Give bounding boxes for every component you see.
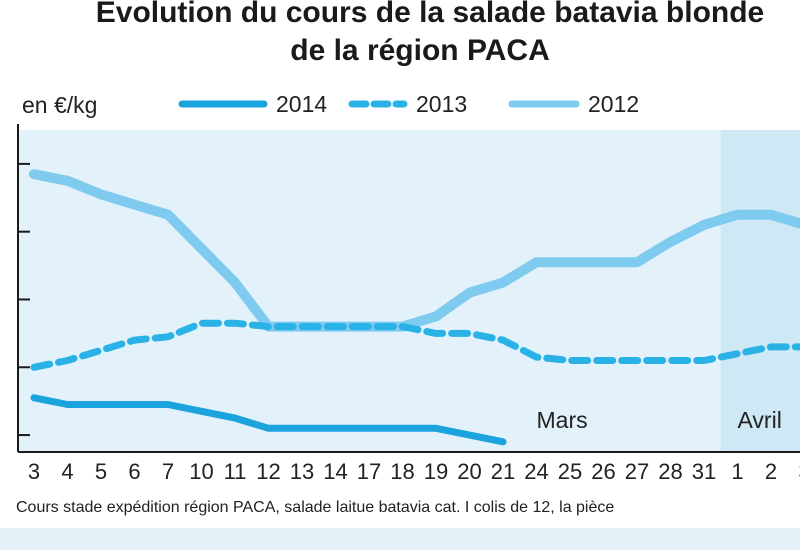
plot-area [18, 130, 800, 452]
month-label: Mars [537, 407, 588, 433]
legend-item-2013: 2013 [348, 90, 467, 118]
source-note: Cours stade expédition région PACA, sala… [16, 499, 615, 516]
x-tick-label: 21 [491, 459, 515, 484]
month-label: Avril [738, 407, 782, 433]
legend-swatch-2013 [348, 100, 408, 108]
legend-swatch-2014 [178, 100, 268, 108]
legend-label-2014: 2014 [276, 90, 328, 117]
x-tick-label: 5 [95, 459, 107, 484]
x-tick-label: 19 [424, 459, 448, 484]
x-tick-label: 18 [390, 459, 414, 484]
legend-item-2012: 2012 [508, 90, 639, 118]
chart-title: Evolution du cours de la salade batavia … [95, 0, 765, 29]
x-tick-label: 26 [591, 459, 615, 484]
x-tick-label: 31 [692, 459, 716, 484]
x-tick-label: 2 [765, 459, 777, 484]
x-tick-label: 10 [189, 459, 213, 484]
x-tick-label: 12 [256, 459, 280, 484]
chart-subtitle: de la région PACA [290, 34, 550, 67]
series-line-2014 [30, 394, 507, 446]
line-chart: 3456710111213141718192021242526272831123… [17, 124, 800, 484]
x-tick-label: 1 [731, 459, 743, 484]
x-tick-label: 20 [457, 459, 481, 484]
x-tick-label: 3 [28, 459, 40, 484]
bottom-band [0, 528, 800, 550]
x-tick-label: 25 [558, 459, 582, 484]
x-tick-label: 6 [128, 459, 140, 484]
x-tick-label: 14 [323, 459, 347, 484]
april-band [720, 130, 800, 452]
x-tick-label: 28 [658, 459, 682, 484]
legend-swatch-2012 [508, 100, 580, 108]
x-tick-label: 3 [798, 459, 800, 484]
x-tick-label: 7 [162, 459, 174, 484]
series-line-2012 [29, 169, 800, 332]
series-line-2013 [30, 319, 800, 371]
legend-label-2013: 2013 [416, 90, 468, 117]
x-tick-label: 4 [61, 459, 73, 484]
x-tick-label: 13 [290, 459, 314, 484]
x-tick-label: 24 [524, 459, 548, 484]
legend-label-2012: 2012 [588, 90, 640, 117]
legend-item-2014: 2014 [178, 90, 327, 118]
y-axis-unit-label: en €/kg [22, 92, 98, 118]
x-tick-label: 17 [357, 459, 381, 484]
x-tick-label: 11 [224, 459, 247, 484]
x-tick-label: 27 [625, 459, 649, 484]
